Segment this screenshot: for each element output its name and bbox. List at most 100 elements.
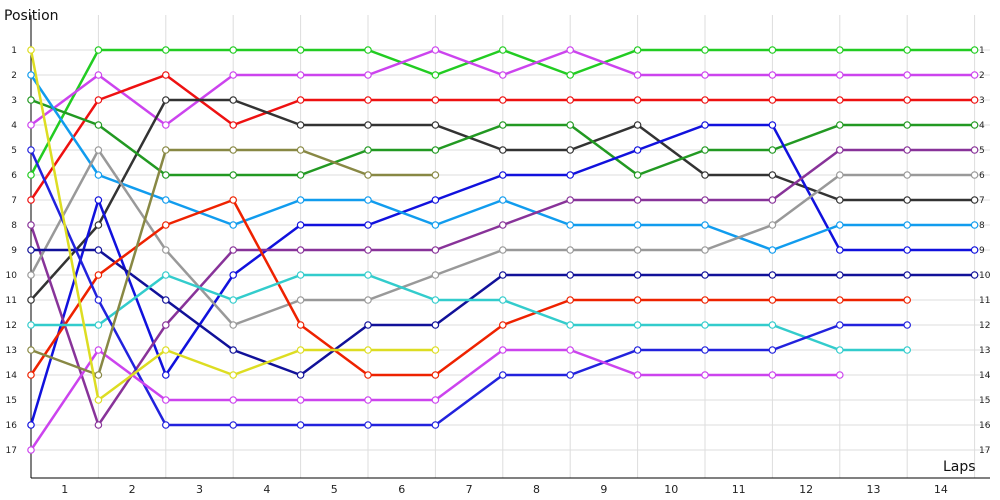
data-point <box>633 271 642 279</box>
data-point <box>701 146 709 154</box>
data-point <box>364 171 372 179</box>
data-point <box>94 271 103 279</box>
y-tick-label-right: 3 <box>979 96 985 106</box>
data-point <box>431 46 440 54</box>
data-point <box>768 196 777 204</box>
data-point <box>94 346 103 354</box>
data-point <box>27 446 35 454</box>
data-point <box>364 421 372 429</box>
y-tick-label-right: 4 <box>979 121 985 131</box>
data-point <box>162 71 170 79</box>
data-point <box>364 346 372 354</box>
data-point <box>835 346 844 354</box>
data-point <box>27 246 35 254</box>
data-point <box>431 146 440 154</box>
data-point <box>27 421 35 429</box>
data-point <box>431 321 440 329</box>
data-point <box>768 296 777 304</box>
x-tick-label: 7 <box>466 483 473 496</box>
data-point <box>970 196 979 204</box>
data-point <box>94 221 103 229</box>
data-point <box>162 146 170 154</box>
data-point <box>94 246 103 254</box>
data-point <box>296 196 305 204</box>
x-ticks: 1 2 3 4 5 6 7 8 9 10 11 12 13 14 <box>61 483 948 496</box>
data-point <box>229 271 238 279</box>
data-point <box>27 346 35 354</box>
data-point <box>364 271 372 279</box>
x-tick-label: 2 <box>129 483 136 496</box>
data-point <box>566 146 575 154</box>
data-point <box>768 146 777 154</box>
data-point <box>633 96 642 104</box>
y-tick-label: 1 <box>11 46 17 56</box>
x-tick-label: 1 <box>61 483 68 496</box>
data-point <box>633 121 642 129</box>
data-point <box>903 96 912 104</box>
data-point <box>633 71 642 79</box>
data-point <box>431 371 440 379</box>
y-tick-label-right: 1 <box>979 46 985 56</box>
data-point <box>903 121 912 129</box>
data-point <box>296 296 305 304</box>
data-point <box>633 346 642 354</box>
data-point <box>701 196 709 204</box>
data-point <box>431 96 440 104</box>
y-tick-label-right: 17 <box>979 446 990 456</box>
y-tick-label: 10 <box>6 271 18 281</box>
data-point <box>768 371 777 379</box>
data-point <box>431 221 440 229</box>
data-point <box>296 396 305 404</box>
data-point <box>431 196 440 204</box>
y-tick-label: 2 <box>11 71 17 81</box>
data-point <box>970 271 979 279</box>
data-point <box>94 96 103 104</box>
data-point <box>162 421 170 429</box>
data-point <box>701 46 709 54</box>
data-point <box>633 221 642 229</box>
data-point <box>296 221 305 229</box>
y-tick-label-right: 6 <box>979 171 985 181</box>
data-point <box>162 346 170 354</box>
data-point <box>768 46 777 54</box>
data-point <box>566 171 575 179</box>
data-point <box>229 121 238 129</box>
series-line <box>29 273 909 352</box>
data-point <box>27 96 35 104</box>
data-point <box>162 196 170 204</box>
data-point <box>364 196 372 204</box>
data-point <box>27 46 35 54</box>
data-point <box>970 221 979 229</box>
data-point <box>903 71 912 79</box>
data-point <box>835 146 844 154</box>
data-point <box>431 296 440 304</box>
data-point <box>701 296 709 304</box>
data-point <box>633 196 642 204</box>
y-axis-title: Position <box>4 8 59 24</box>
data-point <box>835 371 844 379</box>
series-line <box>29 148 909 427</box>
data-point <box>768 321 777 329</box>
data-point <box>835 321 844 329</box>
y-tick-label: 11 <box>6 296 17 306</box>
data-point <box>701 121 709 129</box>
data-point <box>94 321 103 329</box>
x-tick-label: 9 <box>600 483 607 496</box>
data-point <box>768 271 777 279</box>
data-point <box>94 171 103 179</box>
data-point <box>903 346 912 354</box>
y-tick-label-right: 16 <box>979 421 991 431</box>
axes <box>30 15 990 479</box>
x-tick-label: 10 <box>664 483 678 496</box>
data-point <box>27 196 35 204</box>
y-tick-label: 6 <box>11 171 17 181</box>
data-point <box>94 396 103 404</box>
data-point <box>903 146 912 154</box>
data-point <box>566 71 575 79</box>
data-point <box>835 271 844 279</box>
data-point <box>162 321 170 329</box>
data-point <box>835 121 844 129</box>
series-points <box>27 46 979 454</box>
y-tick-label-right: 2 <box>979 71 985 81</box>
x-axis-title: Laps <box>943 459 976 475</box>
